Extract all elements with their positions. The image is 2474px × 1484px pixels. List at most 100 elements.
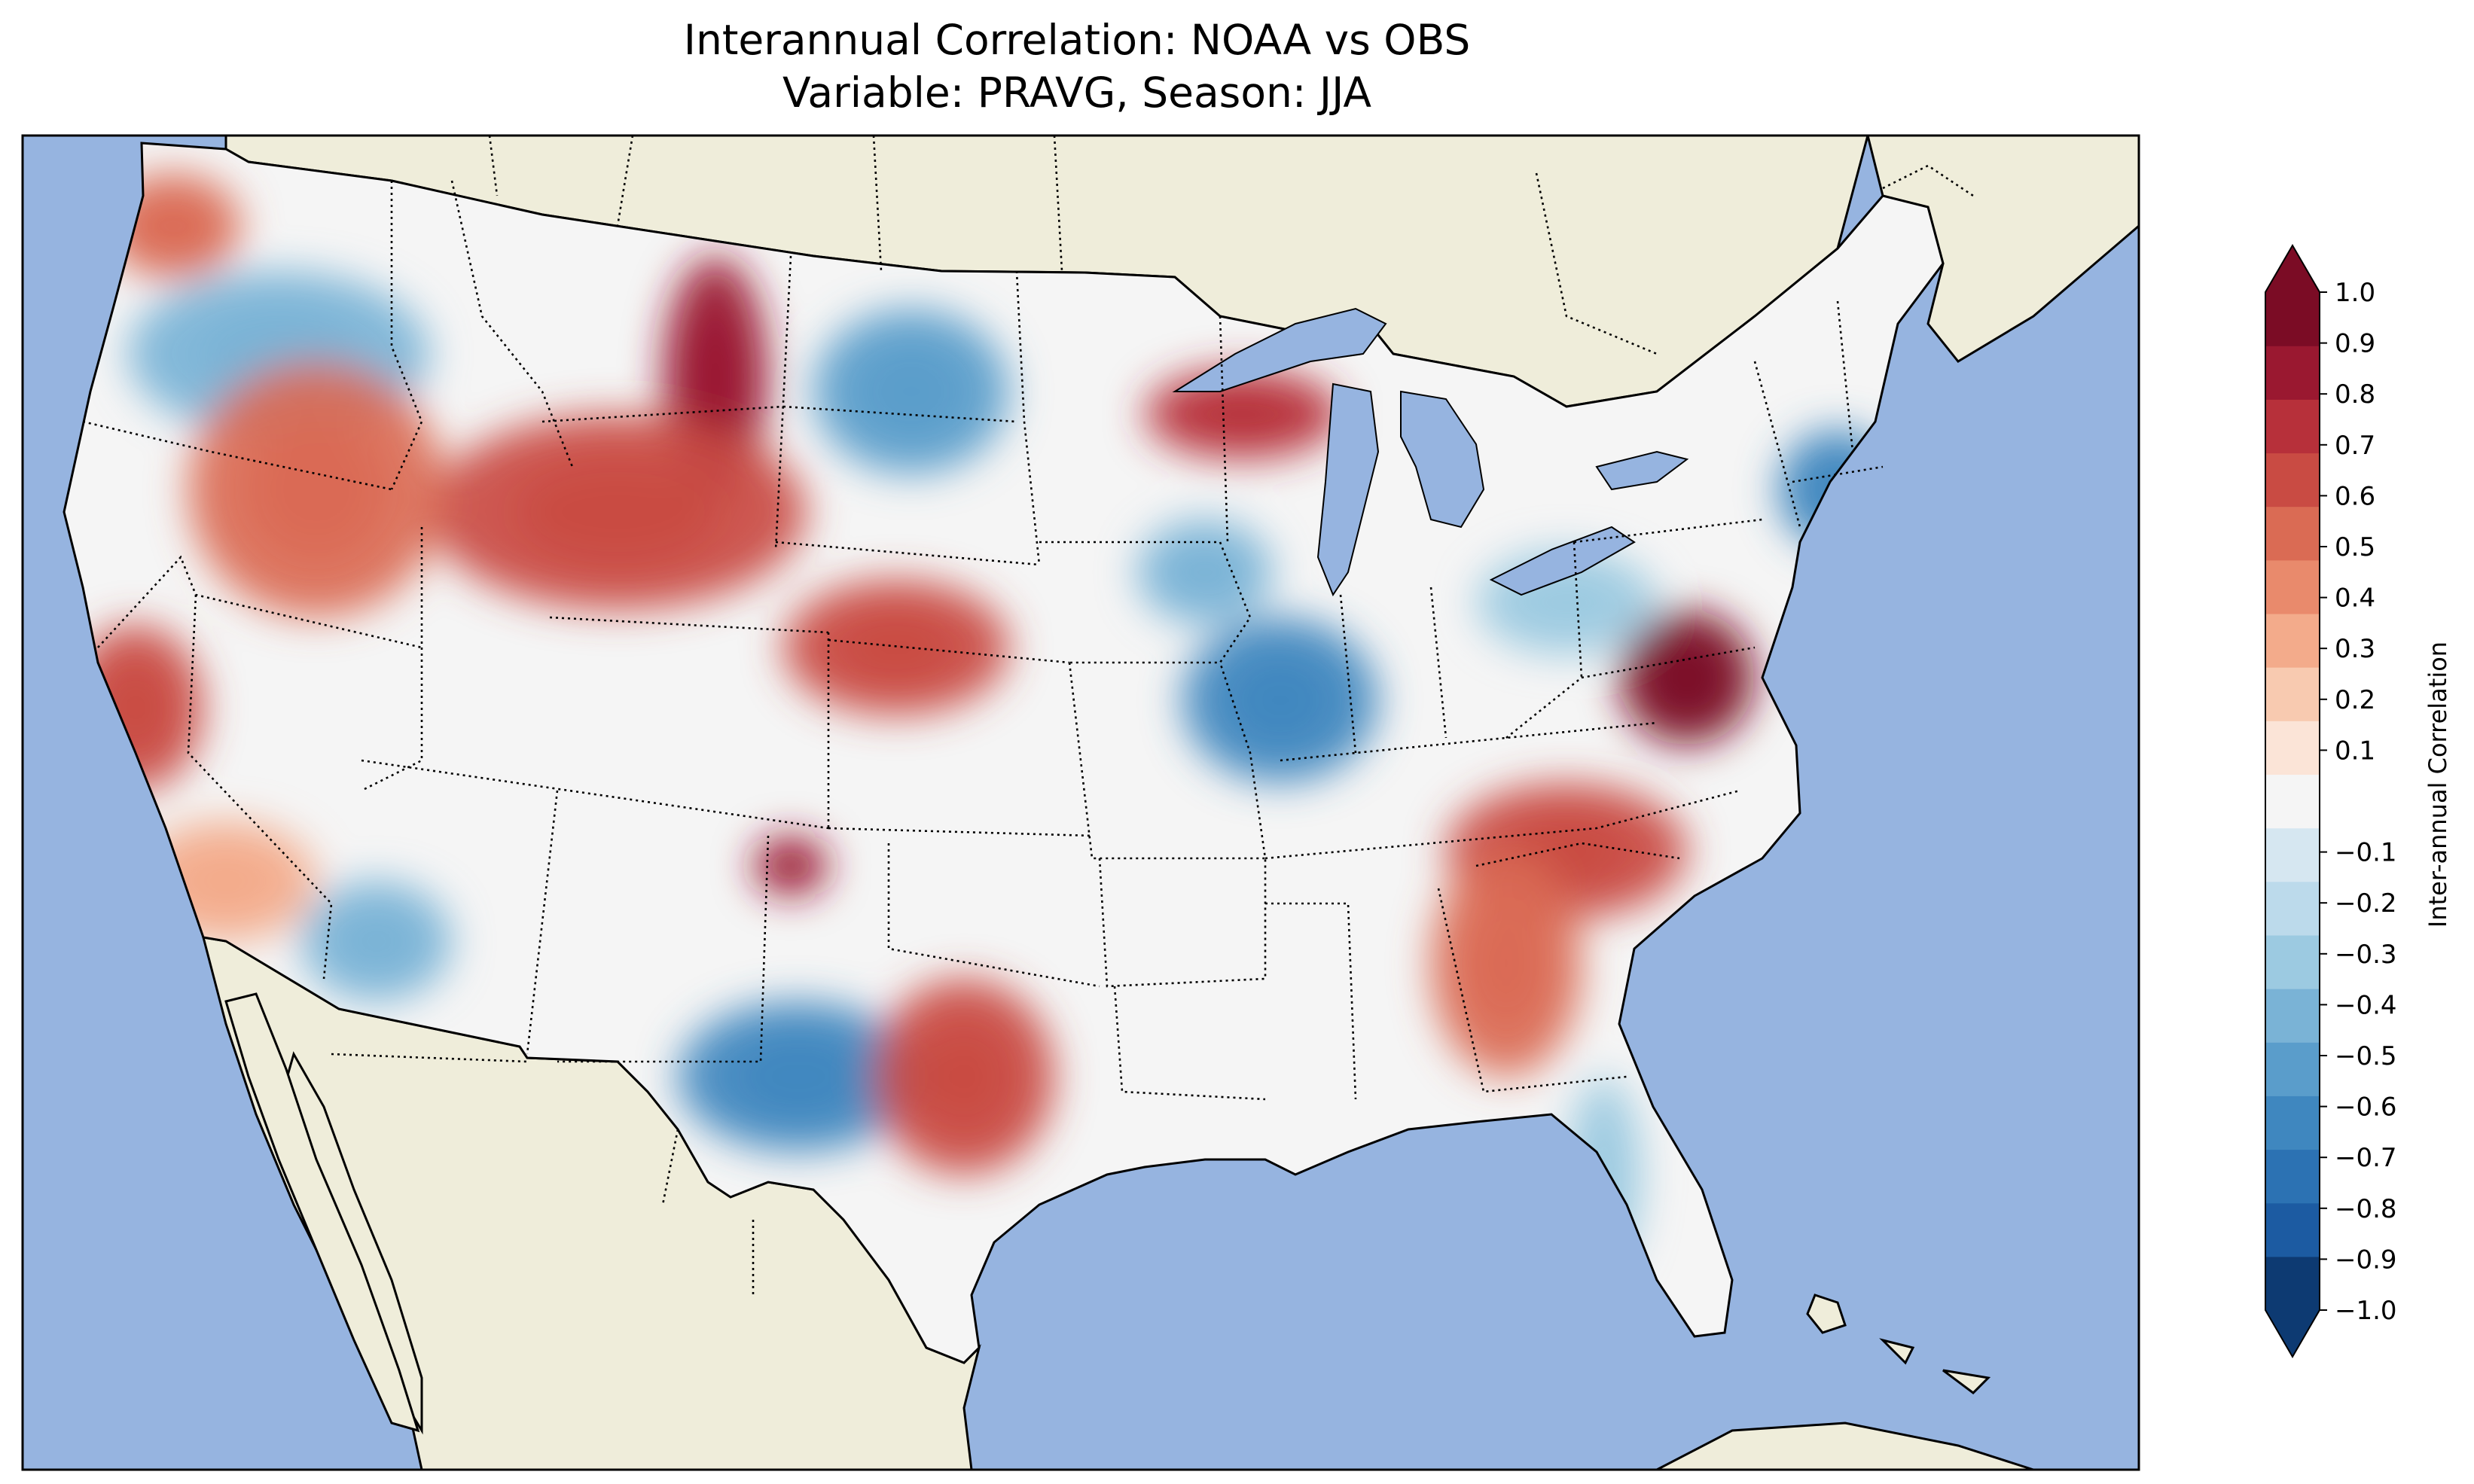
border-ut-az	[361, 759, 829, 830]
border-mt-wy	[541, 405, 784, 423]
colorbar-band	[2265, 721, 2320, 776]
border-ne-ks	[828, 638, 1070, 664]
border-canada-provinces	[488, 136, 1974, 355]
border-az-nm	[526, 790, 559, 1055]
island-3	[1942, 1369, 1991, 1394]
colorbar-band	[2265, 1256, 2320, 1311]
colorbar-label: Inter-annual Correlation	[2424, 641, 2452, 928]
lake-erie	[1489, 526, 1636, 596]
correlation-blobs	[68, 173, 1898, 1272]
colorbar-extend-min	[2265, 1310, 2320, 1357]
colorbar-tick-label: 0.1	[2335, 736, 2375, 766]
colorbar-band	[2265, 827, 2320, 882]
border-id-west	[390, 181, 423, 490]
border-il-in	[1339, 594, 1357, 754]
colorbar-band	[2265, 1095, 2320, 1150]
correlation-region-core	[857, 346, 966, 437]
colorbar-tick-label: −0.3	[2335, 940, 2397, 970]
state-borders	[82, 136, 1974, 1295]
colorbar-band	[2265, 506, 2320, 561]
colorbar-band	[2265, 1042, 2320, 1096]
border-oh-pa	[1573, 541, 1583, 678]
correlation-region-core	[335, 908, 418, 974]
colorbar-tick-label: −0.7	[2335, 1143, 2397, 1173]
border-wa-or	[82, 420, 392, 491]
lake-michigan	[1316, 382, 1380, 597]
border-nm-tx	[557, 835, 770, 1063]
cuba-land	[1656, 1422, 2034, 1470]
colorbar-tick-label: 0.2	[2335, 685, 2375, 715]
border-mexico-states	[331, 1053, 755, 1295]
colorbar-band	[2265, 453, 2320, 507]
lake-ontario	[1595, 450, 1689, 491]
figure-title-line1: Interannual Correlation: NOAA vs OBS	[684, 16, 1471, 64]
correlation-region-core	[176, 848, 276, 914]
colorbar-extend-max	[2265, 245, 2320, 292]
colorbar-band	[2265, 1202, 2320, 1257]
correlation-region-core	[732, 1035, 865, 1118]
colorbar-band	[2265, 881, 2320, 936]
islands	[1806, 1294, 1991, 1394]
correlation-region-core	[136, 197, 211, 255]
colorbar-band	[2265, 934, 2320, 989]
colorbar-tick-label: 0.8	[2335, 379, 2375, 410]
map-panel	[23, 136, 2139, 1470]
border-ks-ok	[828, 827, 1093, 837]
colorbar-tick-label: −0.1	[2335, 838, 2397, 868]
border-va-nc	[1505, 646, 1756, 739]
colorbar-tick-label: 0.9	[2335, 329, 2375, 359]
colorbar-band	[2265, 667, 2320, 721]
border-sd-ne	[775, 541, 1040, 566]
colorbar-band	[2265, 559, 2320, 614]
border-mt-nd	[774, 255, 792, 550]
border-mn-west	[1015, 270, 1041, 565]
correlation-region-core	[1465, 901, 1548, 1026]
border-nv-ut	[361, 527, 423, 792]
correlation-region-core	[914, 1022, 1014, 1131]
border-or-ca	[97, 555, 423, 649]
colorbar-tick-label: −0.9	[2335, 1245, 2397, 1275]
colorbar-tick-label: 0.6	[2335, 481, 2375, 511]
colorbar-band	[2265, 1149, 2320, 1204]
colorbar-band	[2265, 613, 2320, 668]
colorbar-tick-label: −0.5	[2335, 1041, 2397, 1071]
figure-title-line2: Variable: PRAVG, Season: JJA	[782, 69, 1371, 117]
border-id-mt	[450, 180, 574, 468]
colorbar-tick-label: 0.7	[2335, 431, 2375, 461]
correlation-region-core	[834, 610, 959, 685]
colorbar-tick-label: 0.5	[2335, 532, 2375, 562]
island-2	[1879, 1338, 1915, 1365]
lake-superior	[1172, 307, 1387, 392]
border-ok-tx	[887, 843, 1100, 988]
correlation-region-core	[1167, 543, 1243, 602]
correlation-region-core	[1649, 640, 1725, 715]
border-pa-ny	[1573, 518, 1763, 544]
correlation-region-core	[1188, 389, 1297, 439]
correlation-region-core	[770, 849, 812, 882]
colorbar-tick-label: −0.2	[2335, 888, 2397, 919]
colorbar-band	[2265, 774, 2320, 829]
colorbar-tick-label: −0.4	[2335, 990, 2397, 1020]
colorbar-band	[2265, 989, 2320, 1043]
colorbar-tick-label: 0.3	[2335, 634, 2375, 664]
colorbar-tick-label: −0.8	[2335, 1194, 2397, 1224]
border-tn-ky	[1264, 789, 1740, 860]
colorbar: 1.0 0.9 0.8 0.7 0.6 0.5 0.4 0.3 0.2 0.1 −0.1 −0.2 −0…	[2265, 244, 2397, 1358]
colorbar-tick-label: 1.0	[2335, 278, 2375, 308]
correlation-region-core	[1226, 654, 1335, 746]
correlation-region-core	[246, 419, 387, 560]
lake-huron	[1400, 390, 1485, 529]
border-ia	[1039, 541, 1252, 664]
great-lakes	[1172, 307, 1689, 597]
border-nd-sd	[782, 405, 1017, 423]
conus-outline	[63, 142, 1945, 1364]
colorbar-tick-label: 0.4	[2335, 584, 2375, 614]
colorbar-band	[2265, 346, 2320, 400]
border-wy-co	[549, 616, 829, 634]
border-ca-nv	[187, 594, 333, 980]
colorbar-band	[2265, 399, 2320, 454]
colorbar-tick-label: −0.6	[2335, 1092, 2397, 1123]
island-1	[1806, 1294, 1847, 1334]
baja-land	[224, 992, 420, 1433]
